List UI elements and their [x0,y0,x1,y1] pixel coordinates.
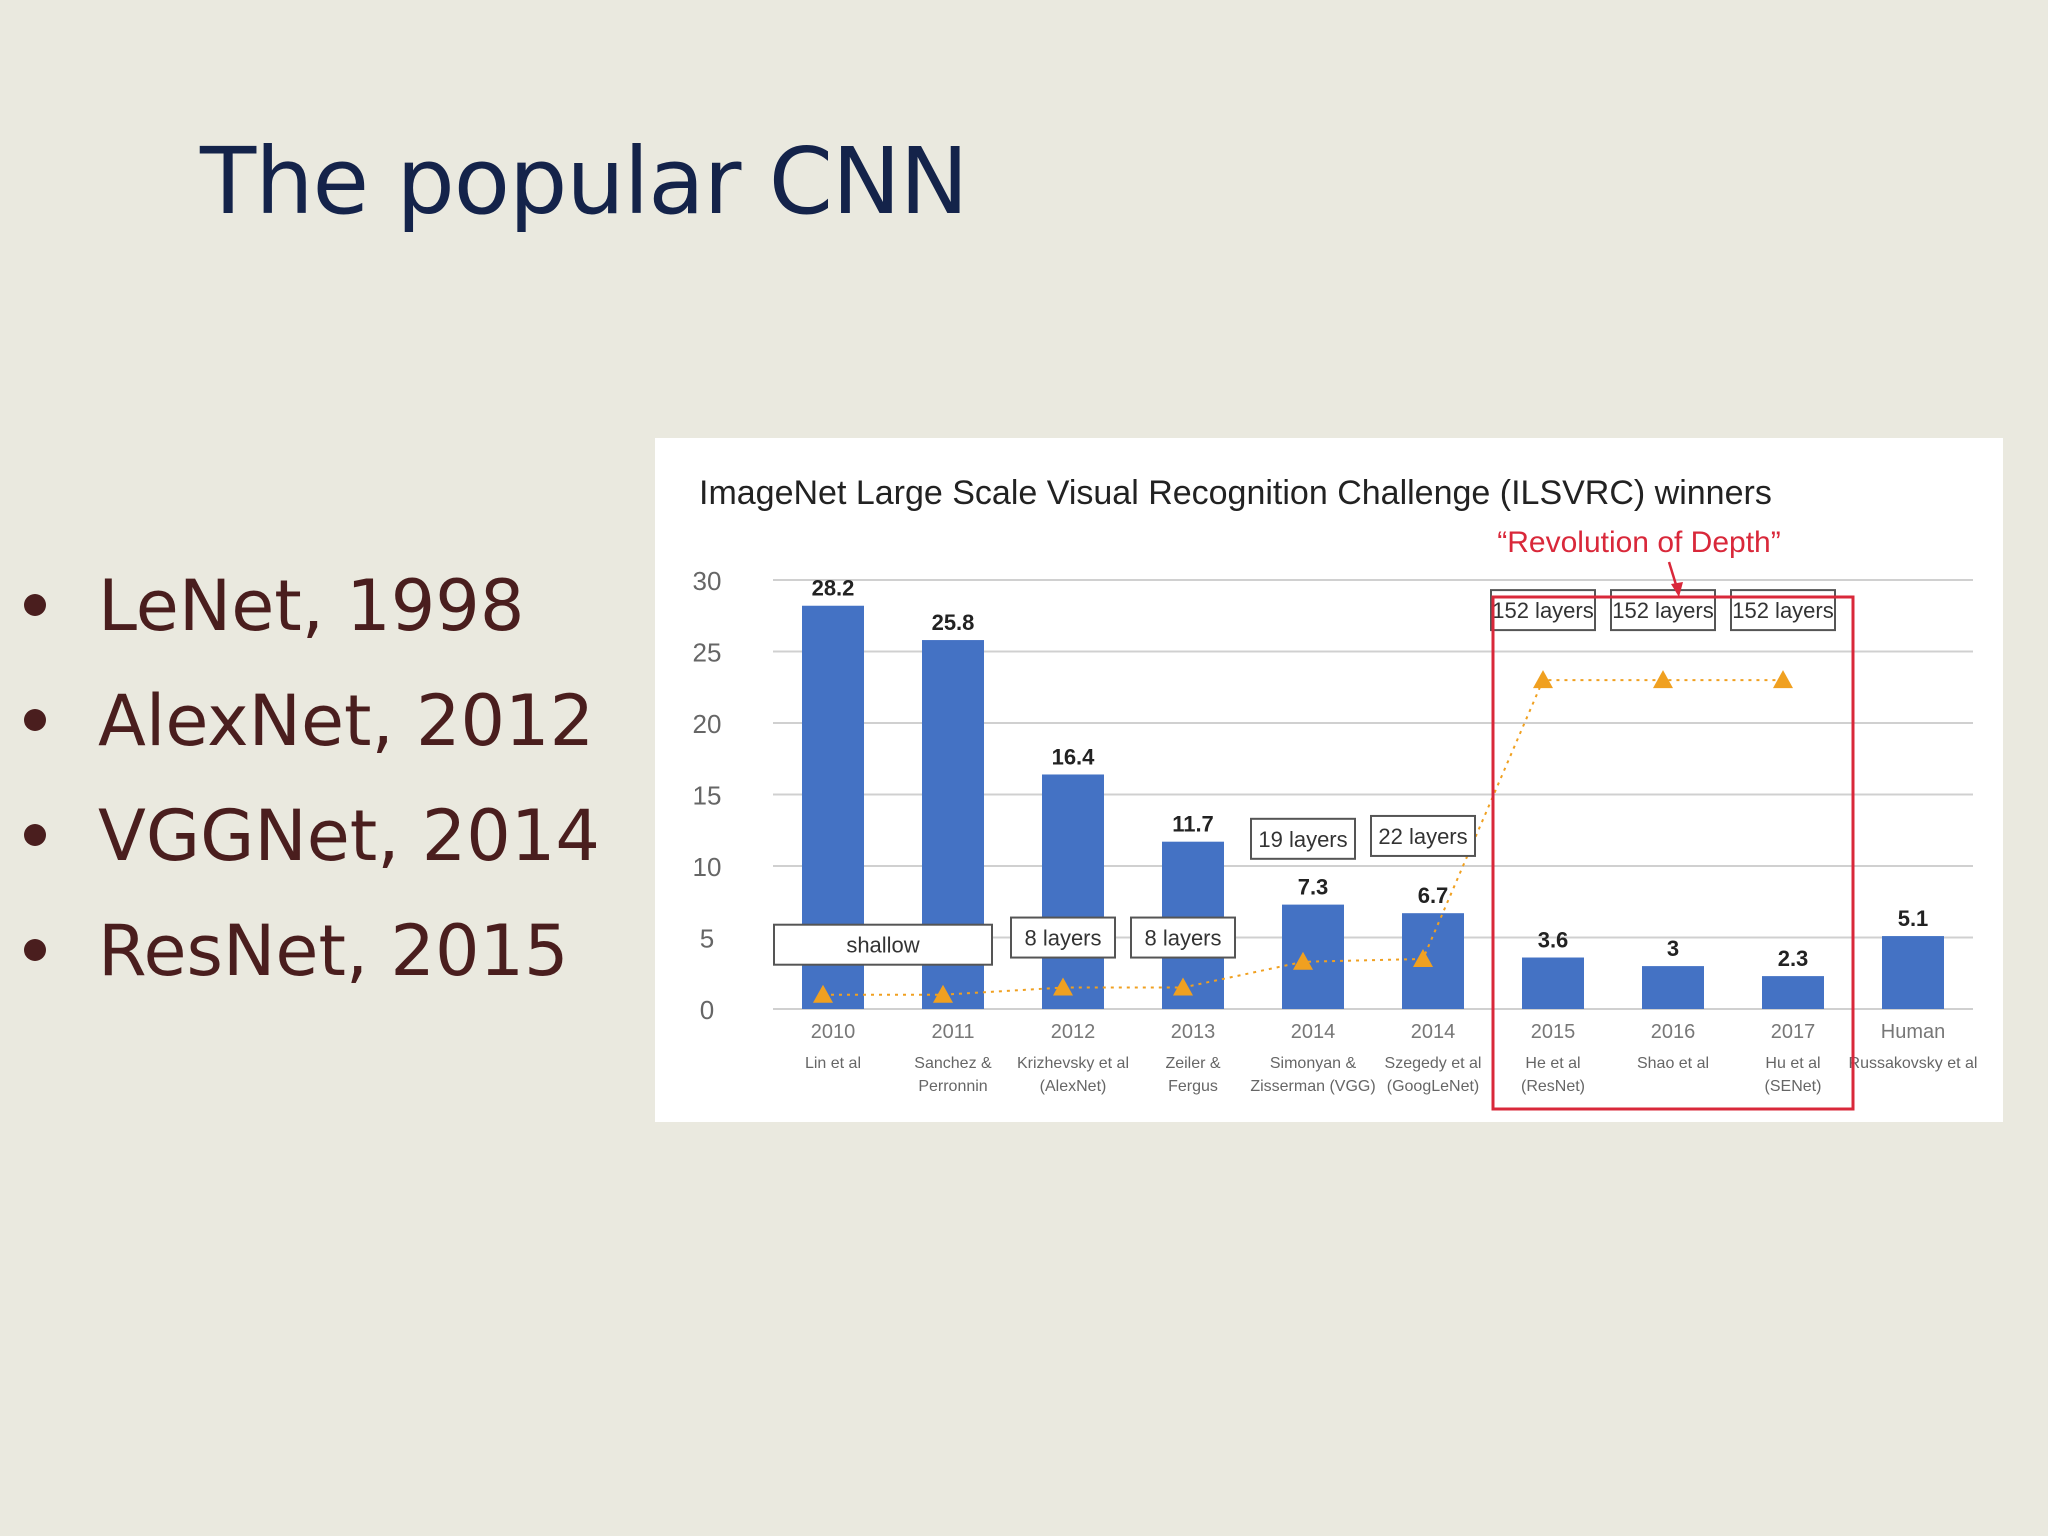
y-tick-label: 15 [693,781,722,811]
y-tick-label: 20 [693,709,722,739]
layer-label-box [1250,817,1356,860]
layer-label: 152 layers [1732,598,1834,623]
value-label: 3 [1667,936,1679,961]
layer-label: 22 layers [1378,824,1467,849]
layer-label: 19 layers [1258,827,1347,852]
bar [1522,957,1584,1009]
author-label: Perronnin [918,1078,987,1095]
author-label: Simonyan & [1270,1055,1357,1072]
layer-label: 152 layers [1612,598,1714,623]
value-label: 11.7 [1172,812,1214,837]
bullet-item: VGGNet, 2014 [20,790,600,905]
bullet-dot-icon [24,939,46,961]
layer-label: shallow [846,933,919,958]
bar [1762,976,1824,1009]
bar [1402,913,1464,1009]
slide-title: The popular CNN [200,128,969,235]
x-tick-label: 2011 [931,1021,974,1043]
layer-label-box [773,923,993,966]
value-label: 3.6 [1538,928,1569,953]
depth-marker [813,984,833,1003]
bullet-text: AlexNet, 2012 [98,680,595,762]
author-label: Sanchez & [914,1055,992,1072]
author-label: Krizhevsky et al [1017,1055,1129,1072]
ilsvrc-bar-chart: ImageNet Large Scale Visual Recognition … [693,474,1978,1111]
y-tick-label: 25 [693,638,722,668]
value-label: 2.3 [1778,946,1809,971]
author-label: Lin et al [805,1055,861,1072]
layer-label-box [1370,814,1476,857]
x-tick-label: 2014 [1411,1021,1456,1043]
x-tick-label: 2010 [811,1021,856,1043]
bullet-text: ResNet, 2015 [98,910,569,992]
depth-marker [933,984,953,1003]
chart-title: ImageNet Large Scale Visual Recognition … [699,474,1772,512]
value-label: 28.2 [812,576,855,601]
bullet-item: ResNet, 2015 [20,905,600,1020]
author-label: Fergus [1168,1078,1218,1095]
bullet-item: AlexNet, 2012 [20,675,600,790]
bullet-dot-icon [24,709,46,731]
bullet-item: LeNet, 1998 [20,560,600,675]
x-tick-label: 2014 [1291,1021,1336,1043]
author-label: Hu et al [1765,1055,1820,1072]
bullet-text: VGGNet, 2014 [98,795,600,877]
depth-marker [1413,948,1433,967]
author-label: (GoogLeNet) [1387,1078,1480,1095]
layer-label-box [1130,916,1236,959]
depth-marker [1053,977,1073,996]
y-tick-label: 30 [693,566,722,596]
author-label: Zeiler & [1165,1055,1220,1072]
author-label: Zisserman (VGG) [1250,1078,1375,1095]
value-label: 16.4 [1052,744,1096,769]
value-label: 6.7 [1418,883,1449,908]
x-tick-label: 2015 [1531,1021,1576,1043]
bar [1282,904,1344,1009]
author-label: Russakovsky et al [1849,1055,1978,1072]
depth-marker [1533,670,1553,689]
bullet-dot-icon [24,824,46,846]
author-label: Shao et al [1637,1055,1709,1072]
bar [1042,774,1104,1009]
value-label: 5.1 [1898,906,1929,931]
author-label: (SENet) [1765,1078,1822,1095]
depth-marker [1173,977,1193,996]
layer-label: 8 layers [1144,926,1221,951]
x-tick-label: 2012 [1051,1021,1096,1043]
x-tick-label: 2016 [1651,1021,1696,1043]
author-label: (ResNet) [1521,1078,1585,1095]
depth-marker [1653,670,1673,689]
layer-label: 152 layers [1492,598,1594,623]
layer-label-box [1010,916,1116,959]
y-tick-label: 5 [700,924,714,954]
value-label: 7.3 [1298,875,1329,900]
revolution-annotation: “Revolution of Depth” [1497,526,1780,559]
chart-card: ImageNet Large Scale Visual Recognition … [655,438,2003,1122]
bar [1642,966,1704,1009]
layer-label: 8 layers [1024,926,1101,951]
y-tick-label: 10 [693,852,722,882]
revolution-highlight-box [1491,595,1855,1111]
bar [1882,936,1944,1009]
x-tick-label: 2013 [1171,1021,1216,1043]
value-label: 25.8 [932,610,975,635]
author-label: (AlexNet) [1040,1078,1107,1095]
bullet-text: LeNet, 1998 [98,565,525,647]
depth-marker [1293,951,1313,970]
annotation-arrow-head-icon [1671,582,1683,597]
depth-marker [1773,670,1793,689]
y-tick-label: 0 [700,995,714,1025]
bullet-dot-icon [24,594,46,616]
author-label: Szegedy et al [1385,1055,1482,1072]
x-tick-label: Human [1881,1021,1945,1043]
x-tick-label: 2017 [1771,1021,1816,1043]
author-label: He et al [1525,1055,1580,1072]
bullet-list: LeNet, 1998 AlexNet, 2012 VGGNet, 2014 R… [20,560,600,1020]
